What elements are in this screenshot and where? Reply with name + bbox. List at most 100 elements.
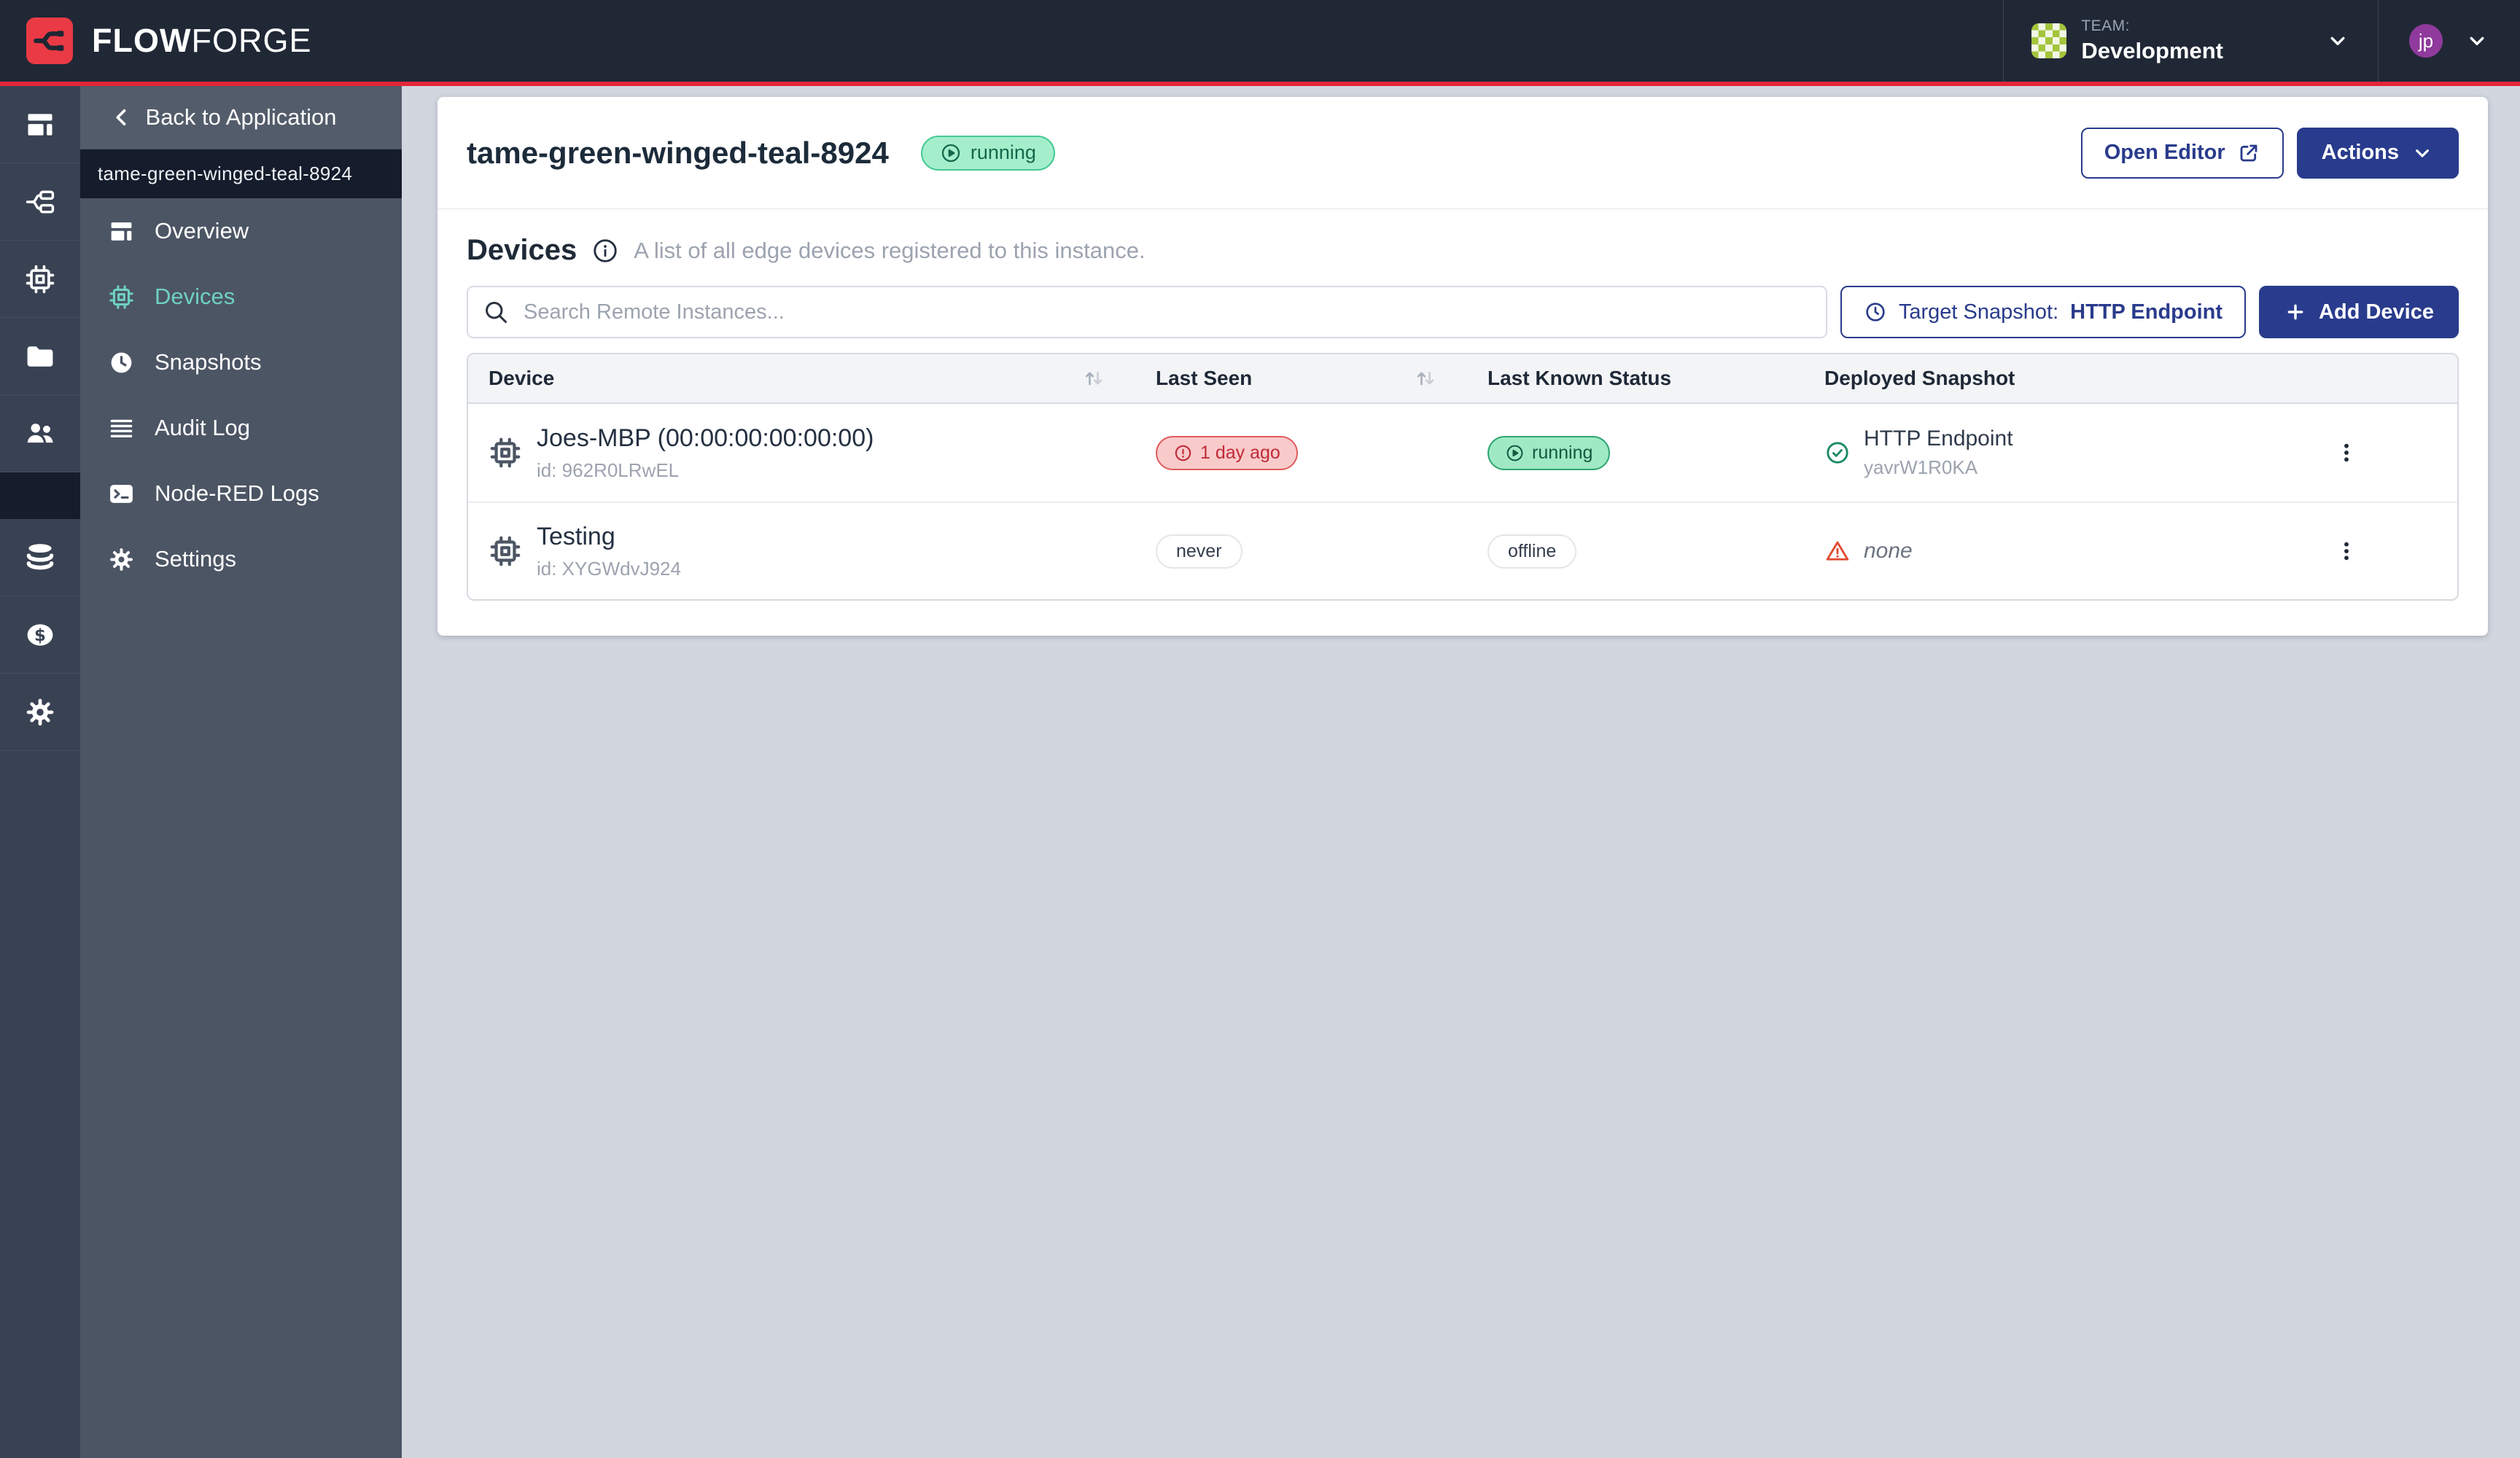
billing-icon[interactable]: $	[0, 596, 80, 674]
info-icon[interactable]	[591, 237, 619, 265]
gear-icon	[110, 547, 133, 571]
kebab-menu-button[interactable]	[2330, 432, 2362, 474]
template-icon	[111, 222, 132, 241]
main-area: tame-green-winged-teal-8924 running Open…	[402, 86, 2520, 1458]
kebab-icon	[2344, 443, 2349, 462]
team-selector[interactable]: TEAM: Development	[2003, 0, 2379, 82]
column-device-label: Device	[489, 367, 555, 389]
search-input[interactable]	[467, 286, 1827, 338]
members-icon[interactable]	[0, 395, 80, 472]
target-snapshot-button[interactable]: Target Snapshot: HTTP Endpoint	[1840, 286, 2247, 338]
device-text: Testing id: XYGWdvJ924	[537, 523, 681, 580]
team-settings-icon[interactable]	[0, 674, 80, 751]
header-actions: Open Editor Actions	[2080, 127, 2459, 179]
sidebar-item-label: Audit Log	[155, 415, 250, 440]
user-avatar: jp	[2409, 24, 2443, 58]
sort-icon[interactable]	[1080, 364, 1108, 392]
rail-separator	[0, 472, 80, 519]
instance-card: tame-green-winged-teal-8924 running Open…	[438, 97, 2488, 636]
title-wrap: tame-green-winged-teal-8924 running	[467, 135, 1055, 171]
device-name[interactable]: Joes-MBP (00:00:00:00:00:00)	[537, 424, 874, 452]
last-seen-label: never	[1176, 540, 1222, 561]
back-to-application[interactable]: Back to Application	[80, 86, 402, 149]
status-cell: running	[1460, 435, 1797, 470]
snapshot-cell: HTTP Endpoint yavrW1R0KA	[1797, 426, 2292, 479]
back-to-application-label: Back to Application	[145, 104, 337, 130]
chevron-left-icon	[116, 109, 126, 126]
user-menu[interactable]: jp	[2379, 24, 2520, 58]
last-seen-badge: never	[1156, 534, 1242, 569]
sort-icon[interactable]	[1412, 364, 1439, 392]
brand-name: FLOW FORGE	[92, 22, 311, 60]
team-avatar	[2031, 23, 2067, 58]
table-row[interactable]: Joes-MBP (00:00:00:00:00:00) id: 962R0LR…	[468, 404, 2457, 502]
device-cell: Joes-MBP (00:00:00:00:00:00) id: 962R0LR…	[468, 424, 1128, 482]
card-body: Devices A list of all edge devices regis…	[438, 209, 2488, 636]
page-title: tame-green-winged-teal-8924	[467, 135, 889, 170]
sidebar-item-audit-log[interactable]: Audit Log	[80, 395, 402, 461]
play-circle-icon	[941, 144, 960, 162]
status-badge-label: running	[970, 141, 1036, 163]
add-device-label: Add Device	[2319, 300, 2434, 324]
chip-icon	[109, 284, 133, 309]
terminal-icon	[110, 484, 133, 503]
flowforge-logo-icon	[26, 17, 73, 64]
shell: $ Back to Application tame-green-wi	[0, 86, 2520, 1458]
external-link-icon	[2240, 144, 2258, 161]
device-id: id: XYGWdvJ924	[537, 557, 681, 580]
svg-text:$: $	[34, 626, 46, 645]
card-header: tame-green-winged-teal-8924 running Open…	[438, 97, 2488, 209]
sidebar-item-settings[interactable]: Settings	[80, 526, 402, 592]
sidebar-item-node-red-logs[interactable]: Node-RED Logs	[80, 461, 402, 526]
devices-heading: Devices	[467, 234, 578, 266]
brand[interactable]: FLOW FORGE	[0, 17, 311, 64]
actions-button[interactable]: Actions	[2296, 127, 2459, 179]
snapshot-cell: none	[1797, 538, 2292, 564]
brand-name-bold: FLOW	[92, 22, 192, 59]
chip-icon	[490, 536, 521, 566]
column-device[interactable]: Device	[468, 364, 1128, 392]
library-icon[interactable]	[0, 318, 80, 395]
open-editor-label: Open Editor	[2104, 141, 2225, 164]
devices-table: Device Last Seen Last Known Status	[467, 353, 2459, 601]
device-name[interactable]: Testing	[537, 522, 615, 550]
sidebar-item-label: Settings	[155, 546, 237, 572]
kebab-icon	[2344, 542, 2349, 561]
team-label: TEAM:	[2081, 17, 2130, 34]
pipelines-icon[interactable]	[0, 163, 80, 241]
warning-triangle-icon	[1826, 541, 1849, 561]
open-editor-button[interactable]: Open Editor	[2080, 127, 2284, 179]
kebab-menu-button[interactable]	[2330, 530, 2362, 572]
add-device-button[interactable]: Add Device	[2259, 286, 2459, 338]
status-label: offline	[1508, 540, 1557, 561]
column-snapshot[interactable]: Deployed Snapshot	[1797, 367, 2292, 390]
devices-icon[interactable]	[0, 241, 80, 318]
logs-icon[interactable]	[0, 519, 80, 596]
column-status-label: Last Known Status	[1488, 367, 1672, 389]
nav-right: TEAM: Development jp	[2003, 0, 2520, 82]
instance-name-band: tame-green-winged-teal-8924	[80, 149, 402, 198]
clock-icon	[1866, 303, 1885, 321]
applications-icon[interactable]	[0, 86, 80, 163]
device-text: Joes-MBP (00:00:00:00:00:00) id: 962R0LR…	[537, 424, 874, 482]
sidebar-item-devices[interactable]: Devices	[80, 264, 402, 330]
column-status[interactable]: Last Known Status	[1460, 367, 1797, 390]
target-snapshot-label: Target Snapshot:	[1898, 300, 2059, 324]
target-snapshot-value: HTTP Endpoint	[2070, 300, 2223, 324]
last-seen-label: 1 day ago	[1200, 442, 1280, 463]
status-badge: offline	[1488, 534, 1577, 569]
alert-circle-icon	[1175, 445, 1191, 461]
sidebar-item-snapshots[interactable]: Snapshots	[80, 330, 402, 395]
table-row[interactable]: Testing id: XYGWdvJ924 never	[468, 502, 2457, 599]
column-last-seen[interactable]: Last Seen	[1128, 364, 1460, 392]
device-cell: Testing id: XYGWdvJ924	[468, 523, 1128, 580]
chip-icon	[490, 437, 521, 468]
sidebar-item-overview[interactable]: Overview	[80, 198, 402, 264]
table-header: Device Last Seen Last Known Status	[468, 354, 2457, 404]
last-seen-badge: 1 day ago	[1156, 435, 1298, 470]
column-snapshot-label: Deployed Snapshot	[1824, 367, 2015, 389]
actions-cell	[2292, 432, 2457, 474]
search-icon	[486, 302, 507, 323]
clock-icon	[111, 352, 132, 373]
